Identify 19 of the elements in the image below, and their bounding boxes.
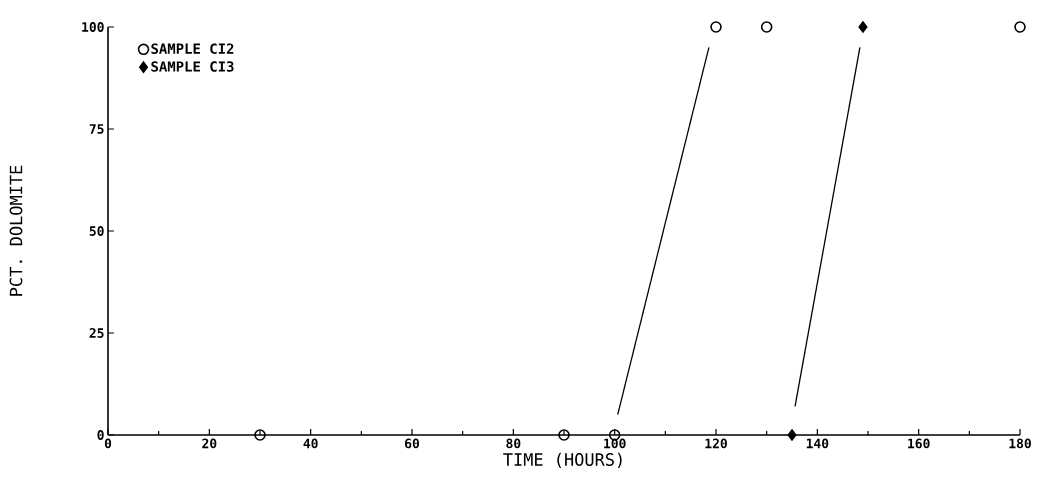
x-tick-label: 180	[1009, 438, 1031, 449]
x-tick-label: 140	[806, 438, 829, 449]
x-tick-label: 20	[202, 438, 217, 449]
y-axis-title: PCT. DOLOMITE	[9, 165, 23, 296]
legend-label: SAMPLE CI2	[151, 43, 234, 54]
x-tick-label: 80	[506, 438, 521, 449]
x-tick-label: 40	[303, 438, 318, 449]
x-tick-label: 160	[908, 438, 930, 449]
y-tick-label: 50	[89, 226, 104, 236]
x-tick-label: 120	[705, 438, 727, 449]
y-tick-label: 100	[82, 22, 104, 32]
y-tick-label: 0	[97, 430, 104, 440]
legend-label: SAMPLE CI3	[151, 61, 234, 72]
x-axis-title: TIME (HOURS)	[503, 452, 622, 468]
x-tick-label: 0	[104, 438, 112, 449]
y-tick-label: 75	[89, 124, 104, 134]
x-tick-label: 100	[604, 438, 626, 449]
x-tick-label: 60	[405, 438, 420, 449]
y-tick-label: 25	[89, 328, 104, 338]
